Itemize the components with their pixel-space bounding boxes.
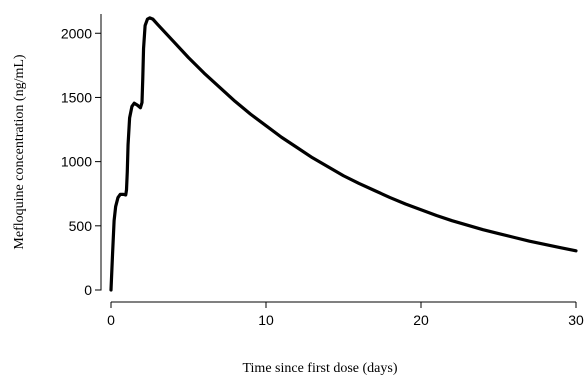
x-tick-label: 0: [107, 312, 115, 328]
y-tick-label: 1000: [61, 154, 92, 170]
x-axis-title: Time since first dose (days): [242, 361, 397, 376]
x-tick-label: 10: [258, 312, 274, 328]
y-tick-label: 2000: [61, 25, 92, 41]
y-axis-title: Mefloquine concentration (ng/mL): [12, 54, 27, 249]
y-tick-label: 0: [84, 282, 92, 298]
series-line: [109, 16, 578, 292]
x-tick-label: 30: [568, 312, 584, 328]
x-tick-label: 20: [413, 312, 429, 328]
y-tick-label: 500: [69, 218, 93, 234]
series-layer: [109, 16, 578, 292]
y-tick-label: 1500: [61, 89, 92, 105]
axes: 0 500 1000 1500 2000 0 10 20 30: [61, 14, 584, 328]
